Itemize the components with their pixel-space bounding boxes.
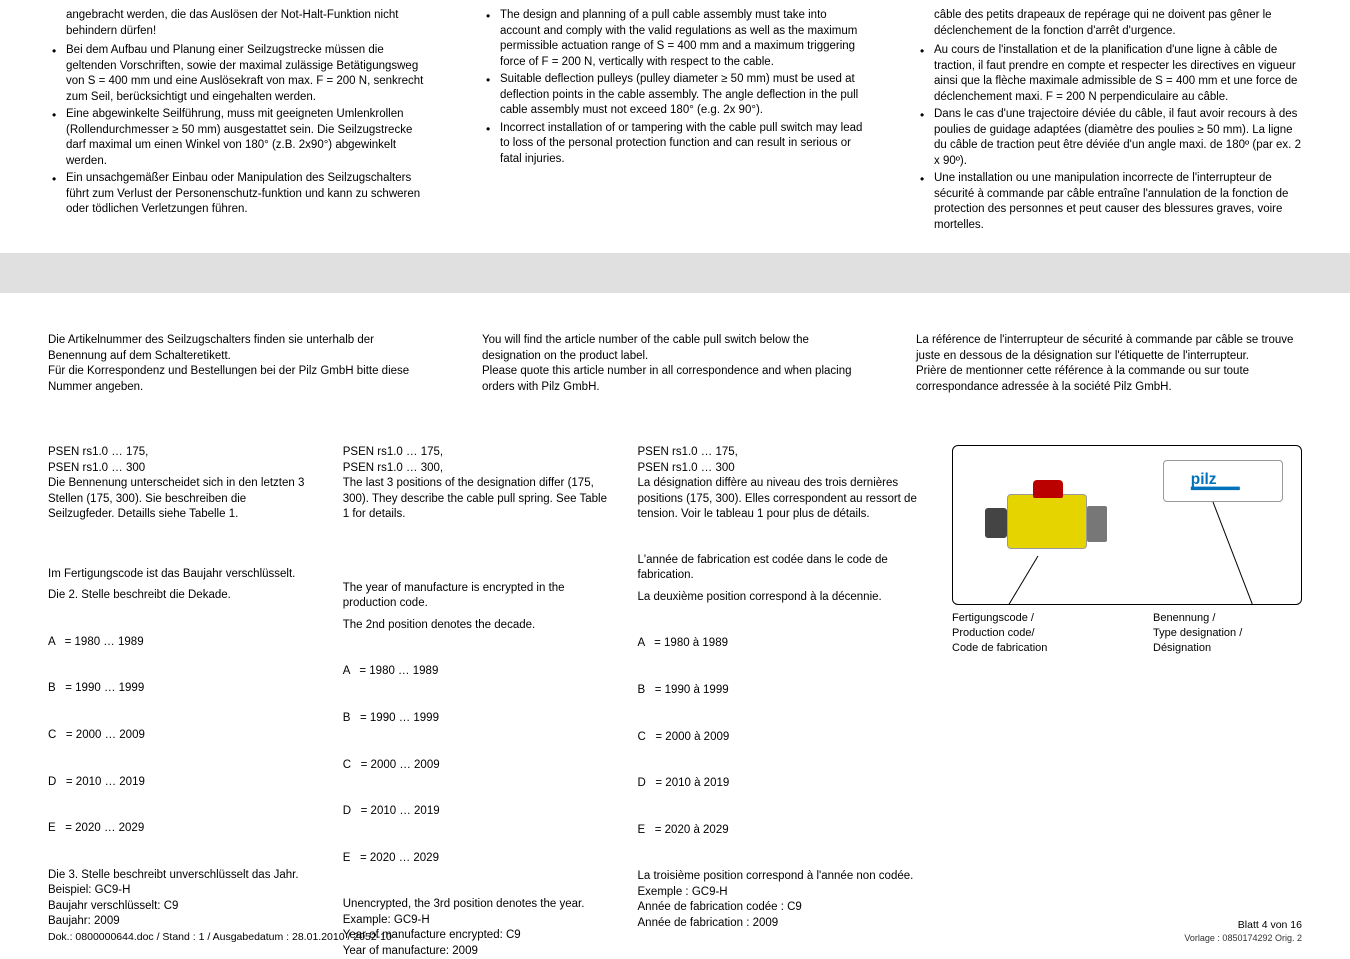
de-desig-p3: Die 2. Stelle beschreibt die Dekade.: [48, 588, 315, 604]
device-body: [1007, 494, 1087, 549]
warnings-row: angebracht werden, die das Auslösen der …: [0, 0, 1350, 235]
en-decade-list: A = 1980 … 1989 B = 1990 … 1999 C = 2000…: [343, 633, 610, 897]
pilz-logo-icon: pilz: [1188, 466, 1258, 496]
mid-fr: La référence de l'interrupteur de sécuri…: [916, 333, 1302, 395]
lw-en: PSEN rs1.0 … 175, PSEN rs1.0 … 300, The …: [343, 445, 610, 959]
bullet: Eine abgewinkelte Seilführung, muss mit …: [48, 107, 434, 169]
figure-column: pilz Fertigungscode / Production code/ C…: [952, 445, 1302, 959]
mid-en: You will find the article number of the …: [482, 333, 868, 395]
list-item: C = 2000 à 2009: [638, 730, 925, 746]
bullet: Incorrect installation of or tampering w…: [482, 121, 868, 168]
col-de: angebracht werden, die das Auslösen der …: [48, 8, 434, 235]
de-bullets: Bei dem Aufbau und Planung einer Seilzug…: [48, 43, 434, 218]
list-item: E = 2020 … 2029: [48, 821, 315, 837]
en-desig-p3: The 2nd position denotes the decade.: [343, 618, 610, 634]
list-item: B = 1990 … 1999: [48, 681, 315, 697]
bullet: Au cours de l'installation et de la plan…: [916, 43, 1302, 105]
pilz-logo-label: pilz: [1163, 460, 1283, 502]
list-item: D = 2010 à 2019: [638, 776, 925, 792]
fr-bullets: Au cours de l'installation et de la plan…: [916, 43, 1302, 233]
fr-desig-p1: PSEN rs1.0 … 175, PSEN rs1.0 … 300 La dé…: [638, 445, 925, 523]
article-number-row: Die Artikelnummer des Seilzugschalters f…: [0, 333, 1350, 395]
de-desig-p1: PSEN rs1.0 … 175, PSEN rs1.0 … 300 Die B…: [48, 445, 315, 523]
col-en: The design and planning of a pull cable …: [482, 8, 868, 235]
bullet: Suitable deflection pulleys (pulley diam…: [482, 72, 868, 119]
fr-decade-list: A = 1980 à 1989 B = 1990 à 1999 C = 2000…: [638, 605, 925, 869]
page-footer: Dok.: 0800000644.doc / Stand : 1 / Ausga…: [0, 918, 1350, 944]
footer-right: Blatt 4 von 16 Vorlage : 0850174292 Orig…: [1184, 918, 1302, 944]
device-illustration: [975, 476, 1125, 571]
section-divider-grey: [0, 253, 1350, 293]
footer-page: Blatt 4 von 16: [1184, 918, 1302, 932]
lw-de: PSEN rs1.0 … 175, PSEN rs1.0 … 300 Die B…: [48, 445, 315, 959]
caption-right: Benennung / Type designation / Désignati…: [1153, 611, 1302, 656]
list-item: E = 2020 à 2029: [638, 823, 925, 839]
bullet: Bei dem Aufbau und Planung einer Seilzug…: [48, 43, 434, 105]
fr-desig-p3: La deuxième position correspond à la déc…: [638, 590, 925, 606]
list-item: A = 1980 … 1989: [343, 664, 610, 680]
de-desig-p2: Im Fertigungscode ist das Baujahr versch…: [48, 567, 315, 583]
device-figure: pilz: [952, 445, 1302, 605]
list-item: D = 2010 … 2019: [48, 775, 315, 791]
mid-de: Die Artikelnummer des Seilzugschalters f…: [48, 333, 434, 395]
device-estop-button: [1033, 480, 1063, 498]
list-item: E = 2020 … 2029: [343, 851, 610, 867]
list-item: C = 2000 … 2009: [343, 758, 610, 774]
footer-template: Vorlage : 0850174292 Orig. 2: [1184, 932, 1302, 944]
en-desig-p1: PSEN rs1.0 … 175, PSEN rs1.0 … 300, The …: [343, 445, 610, 523]
list-item: B = 1990 … 1999: [343, 711, 610, 727]
en-desig-p2: The year of manufacture is encrypted in …: [343, 581, 610, 612]
bullet: Ein unsachgemäßer Einbau oder Manipulati…: [48, 171, 434, 218]
de-decade-list: A = 1980 … 1989 B = 1990 … 1999 C = 2000…: [48, 604, 315, 868]
device-front: [1087, 506, 1107, 542]
fr-leadin: câble des petits drapeaux de repérage qu…: [916, 8, 1302, 39]
bullet: The design and planning of a pull cable …: [482, 8, 868, 70]
bullet: Une installation ou une manipulation inc…: [916, 171, 1302, 233]
device-side: [985, 508, 1007, 538]
designation-row: PSEN rs1.0 … 175, PSEN rs1.0 … 300 Die B…: [0, 445, 1350, 959]
fr-desig-p2: L'année de fabrication est codée dans le…: [638, 553, 925, 584]
list-item: B = 1990 à 1999: [638, 683, 925, 699]
figure-captions: Fertigungscode / Production code/ Code d…: [952, 611, 1302, 656]
list-item: A = 1980 … 1989: [48, 635, 315, 651]
en-bullets: The design and planning of a pull cable …: [482, 8, 868, 167]
list-item: C = 2000 … 2009: [48, 728, 315, 744]
list-item: A = 1980 à 1989: [638, 636, 925, 652]
footer-left: Dok.: 0800000644.doc / Stand : 1 / Ausga…: [48, 930, 392, 944]
lw-fr: PSEN rs1.0 … 175, PSEN rs1.0 … 300 La dé…: [638, 445, 925, 959]
svg-text:pilz: pilz: [1191, 471, 1217, 488]
caption-left: Fertigungscode / Production code/ Code d…: [952, 611, 1101, 656]
col-fr: câble des petits drapeaux de repérage qu…: [916, 8, 1302, 235]
de-leadin: angebracht werden, die das Auslösen der …: [48, 8, 434, 39]
list-item: D = 2010 … 2019: [343, 804, 610, 820]
bullet: Dans le cas d'une trajectoire déviée du …: [916, 107, 1302, 169]
